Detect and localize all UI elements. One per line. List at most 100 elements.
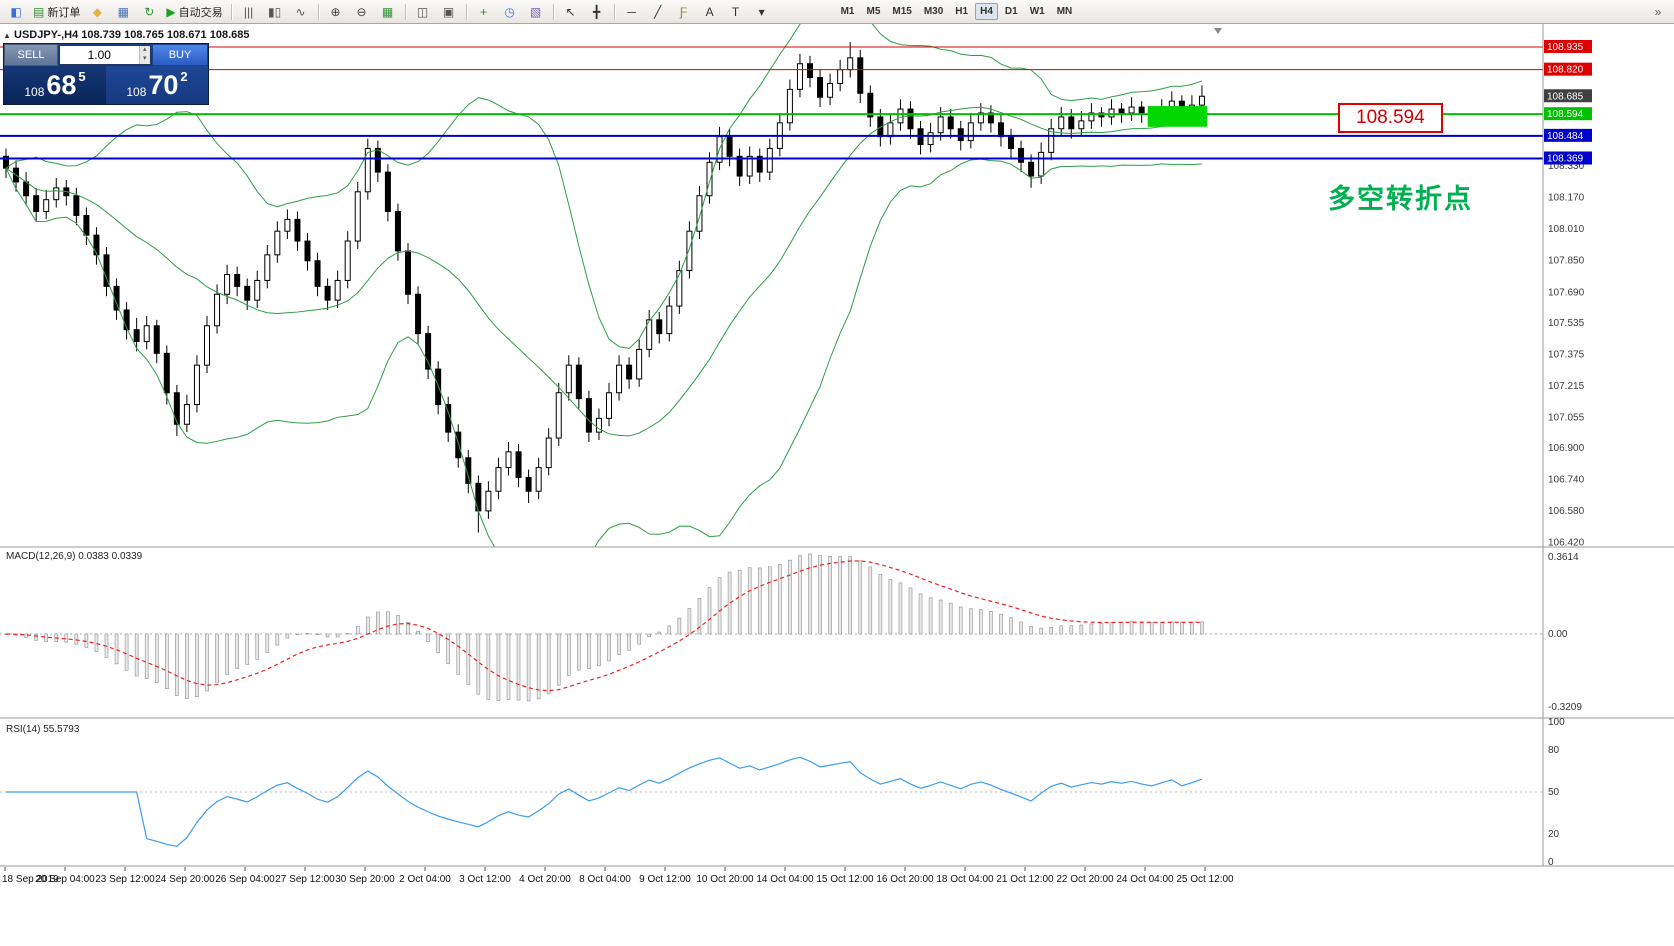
indicators-icon: + xyxy=(480,4,488,19)
toolbar-separator xyxy=(230,3,232,20)
timeframe-h1[interactable]: H1 xyxy=(955,6,969,17)
new-order-icon: ▤ xyxy=(33,4,45,19)
svg-text:80: 80 xyxy=(1548,745,1560,756)
timeframe-m5[interactable]: M5 xyxy=(866,6,881,17)
templates-icon[interactable]: ▧ xyxy=(523,1,549,23)
hline-tool-icon[interactable]: ─ xyxy=(619,1,645,23)
cursor-icon[interactable]: ↖ xyxy=(558,1,584,23)
volume-down-icon[interactable]: ▾ xyxy=(143,55,147,62)
svg-text:108.935: 108.935 xyxy=(1547,42,1584,53)
fibonacci-tool-icon[interactable]: Ƒ xyxy=(671,1,697,23)
toolbar-overflow-icon[interactable]: » xyxy=(1654,4,1662,19)
svg-text:14 Oct 04:00: 14 Oct 04:00 xyxy=(756,874,814,885)
sell-button[interactable]: SELL xyxy=(4,44,58,66)
macd-indicator-label: MACD(12,26,9) 0.0383 0.0339 xyxy=(6,551,143,562)
shapes-dropdown-icon: ▾ xyxy=(758,4,765,19)
line-chart-icon: ∿ xyxy=(295,4,306,19)
toolbar-separator xyxy=(317,3,319,20)
trendline-tool-icon[interactable]: ╱ xyxy=(645,1,671,23)
fibonacci-tool-icon: Ƒ xyxy=(679,4,688,19)
candlestick-chart-icon[interactable]: ▮▯ xyxy=(262,1,288,23)
svg-text:10 Oct 20:00: 10 Oct 20:00 xyxy=(696,874,754,885)
price-chart-canvas[interactable]: 108.330 108.170 108.010 107.850 107.690 107.5… xyxy=(0,24,1674,946)
svg-text:107.055: 107.055 xyxy=(1548,412,1585,423)
buy-price[interactable]: 108 70 2 xyxy=(106,66,208,104)
buy-pips: 70 xyxy=(148,69,179,100)
chart-header: ▴ USDJPY-,H4 108.739 108.765 108.671 108… xyxy=(5,29,249,41)
grid-icon: ▦ xyxy=(381,4,394,19)
timeframe-d1[interactable]: D1 xyxy=(1004,6,1018,17)
svg-text:108.685: 108.685 xyxy=(1547,91,1584,102)
text-tool-icon[interactable]: A xyxy=(697,1,723,23)
toolbar-separator xyxy=(552,3,554,20)
timeframe-mn[interactable]: MN xyxy=(1056,6,1073,17)
autotrading-button-label: 自动交易 xyxy=(178,6,223,19)
svg-text:108.170: 108.170 xyxy=(1548,193,1585,204)
svg-text:20: 20 xyxy=(1548,829,1560,840)
autotrading-icon: ▶ xyxy=(166,4,176,19)
cascade-windows-icon[interactable]: ▣ xyxy=(436,1,462,23)
favorites-icon: ◆ xyxy=(92,4,102,19)
svg-text:18 Sep 2019: 18 Sep 2019 xyxy=(2,874,59,885)
svg-text:0.00: 0.00 xyxy=(1548,629,1568,640)
svg-text:15 Oct 12:00: 15 Oct 12:00 xyxy=(816,874,874,885)
buy-button[interactable]: BUY xyxy=(152,44,208,66)
cursor-icon: ↖ xyxy=(565,4,576,19)
svg-text:27 Sep 12:00: 27 Sep 12:00 xyxy=(275,874,335,885)
app-icon[interactable]: ◧ xyxy=(3,1,29,23)
trendline-tool-icon: ╱ xyxy=(653,4,662,19)
svg-text:107.690: 107.690 xyxy=(1548,287,1585,298)
svg-text:8 Oct 04:00: 8 Oct 04:00 xyxy=(579,874,631,885)
collapse-trade-panel-icon[interactable]: ▴ xyxy=(5,30,10,40)
templates-icon: ▧ xyxy=(529,4,542,19)
bar-chart-icon[interactable]: ||| xyxy=(236,1,262,23)
timeframe-m1[interactable]: M1 xyxy=(840,6,855,17)
timeframe-m30[interactable]: M30 xyxy=(923,6,944,17)
volume-stepper[interactable]: ▴ ▾ xyxy=(59,45,151,65)
timeframe-w1[interactable]: W1 xyxy=(1029,6,1045,17)
chart-window[interactable]: 108.330 108.170 108.010 107.850 107.690 107.5… xyxy=(0,24,1674,946)
timeframe-m15[interactable]: M15 xyxy=(892,6,912,17)
grid-icon[interactable]: ▦ xyxy=(375,1,401,23)
tile-windows-icon[interactable]: ◫ xyxy=(410,1,436,23)
toolbar: ◧ ▤ 新订单 ◆ ▦ ↻ ▶ 自动交易 ||| ▮▯ ∿ ⊕ ⊖ ▦ ◫ ▣ + ◷ ▧ ↖ ╋ ─ ╱ Ƒ A T ▾ M1 M5 M… xyxy=(0,0,1674,24)
periods-icon[interactable]: ◷ xyxy=(497,1,523,23)
new-order-button-label: 新订单 xyxy=(47,6,81,19)
sell-big-figure: 108 xyxy=(24,85,45,99)
shapes-dropdown-icon[interactable]: ▾ xyxy=(749,1,775,23)
svg-text:-0.3209: -0.3209 xyxy=(1548,702,1582,713)
crosshair-icon[interactable]: ╋ xyxy=(584,1,610,23)
refresh-icon[interactable]: ↻ xyxy=(136,1,162,23)
chart-window-icon[interactable]: ▦ xyxy=(110,1,136,23)
volume-up-icon[interactable]: ▴ xyxy=(143,46,147,53)
svg-text:3 Oct 12:00: 3 Oct 12:00 xyxy=(459,874,511,885)
svg-text:24 Oct 04:00: 24 Oct 04:00 xyxy=(1116,874,1174,885)
svg-text:106.420: 106.420 xyxy=(1548,537,1585,548)
sell-pips: 68 xyxy=(46,69,77,100)
price-callout-label: 108.594 xyxy=(1338,103,1443,133)
volume-input[interactable] xyxy=(60,46,139,64)
new-order-button[interactable]: ▤ 新订单 xyxy=(29,1,84,23)
svg-text:106.580: 106.580 xyxy=(1548,506,1585,517)
zoom-in-icon[interactable]: ⊕ xyxy=(323,1,349,23)
svg-text:2 Oct 04:00: 2 Oct 04:00 xyxy=(399,874,451,885)
label-tool-icon[interactable]: T xyxy=(723,1,749,23)
svg-text:24 Sep 20:00: 24 Sep 20:00 xyxy=(155,874,215,885)
autotrading-button[interactable]: ▶ 自动交易 xyxy=(162,1,226,23)
favorites-icon[interactable]: ◆ xyxy=(84,1,110,23)
line-chart-icon[interactable]: ∿ xyxy=(288,1,314,23)
sell-price[interactable]: 108 68 5 xyxy=(4,66,106,104)
svg-text:106.740: 106.740 xyxy=(1548,474,1585,485)
svg-text:16 Oct 20:00: 16 Oct 20:00 xyxy=(876,874,934,885)
timeframe-h4[interactable]: H4 xyxy=(975,3,998,20)
indicators-icon[interactable]: + xyxy=(471,1,497,23)
label-tool-icon: T xyxy=(731,4,740,19)
svg-text:23 Sep 12:00: 23 Sep 12:00 xyxy=(95,874,155,885)
svg-text:100: 100 xyxy=(1548,717,1565,728)
toolbar-separator xyxy=(465,3,467,20)
zoom-out-icon[interactable]: ⊖ xyxy=(349,1,375,23)
toolbar-separator xyxy=(404,3,406,20)
svg-text:25 Oct 12:00: 25 Oct 12:00 xyxy=(1176,874,1234,885)
one-click-trading-panel: SELL ▴ ▾ BUY 108 68 5 108 xyxy=(3,43,209,105)
